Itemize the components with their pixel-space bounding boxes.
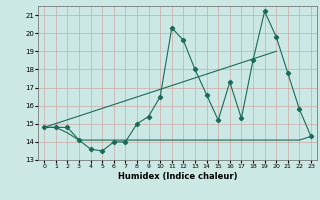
X-axis label: Humidex (Indice chaleur): Humidex (Indice chaleur) bbox=[118, 172, 237, 181]
